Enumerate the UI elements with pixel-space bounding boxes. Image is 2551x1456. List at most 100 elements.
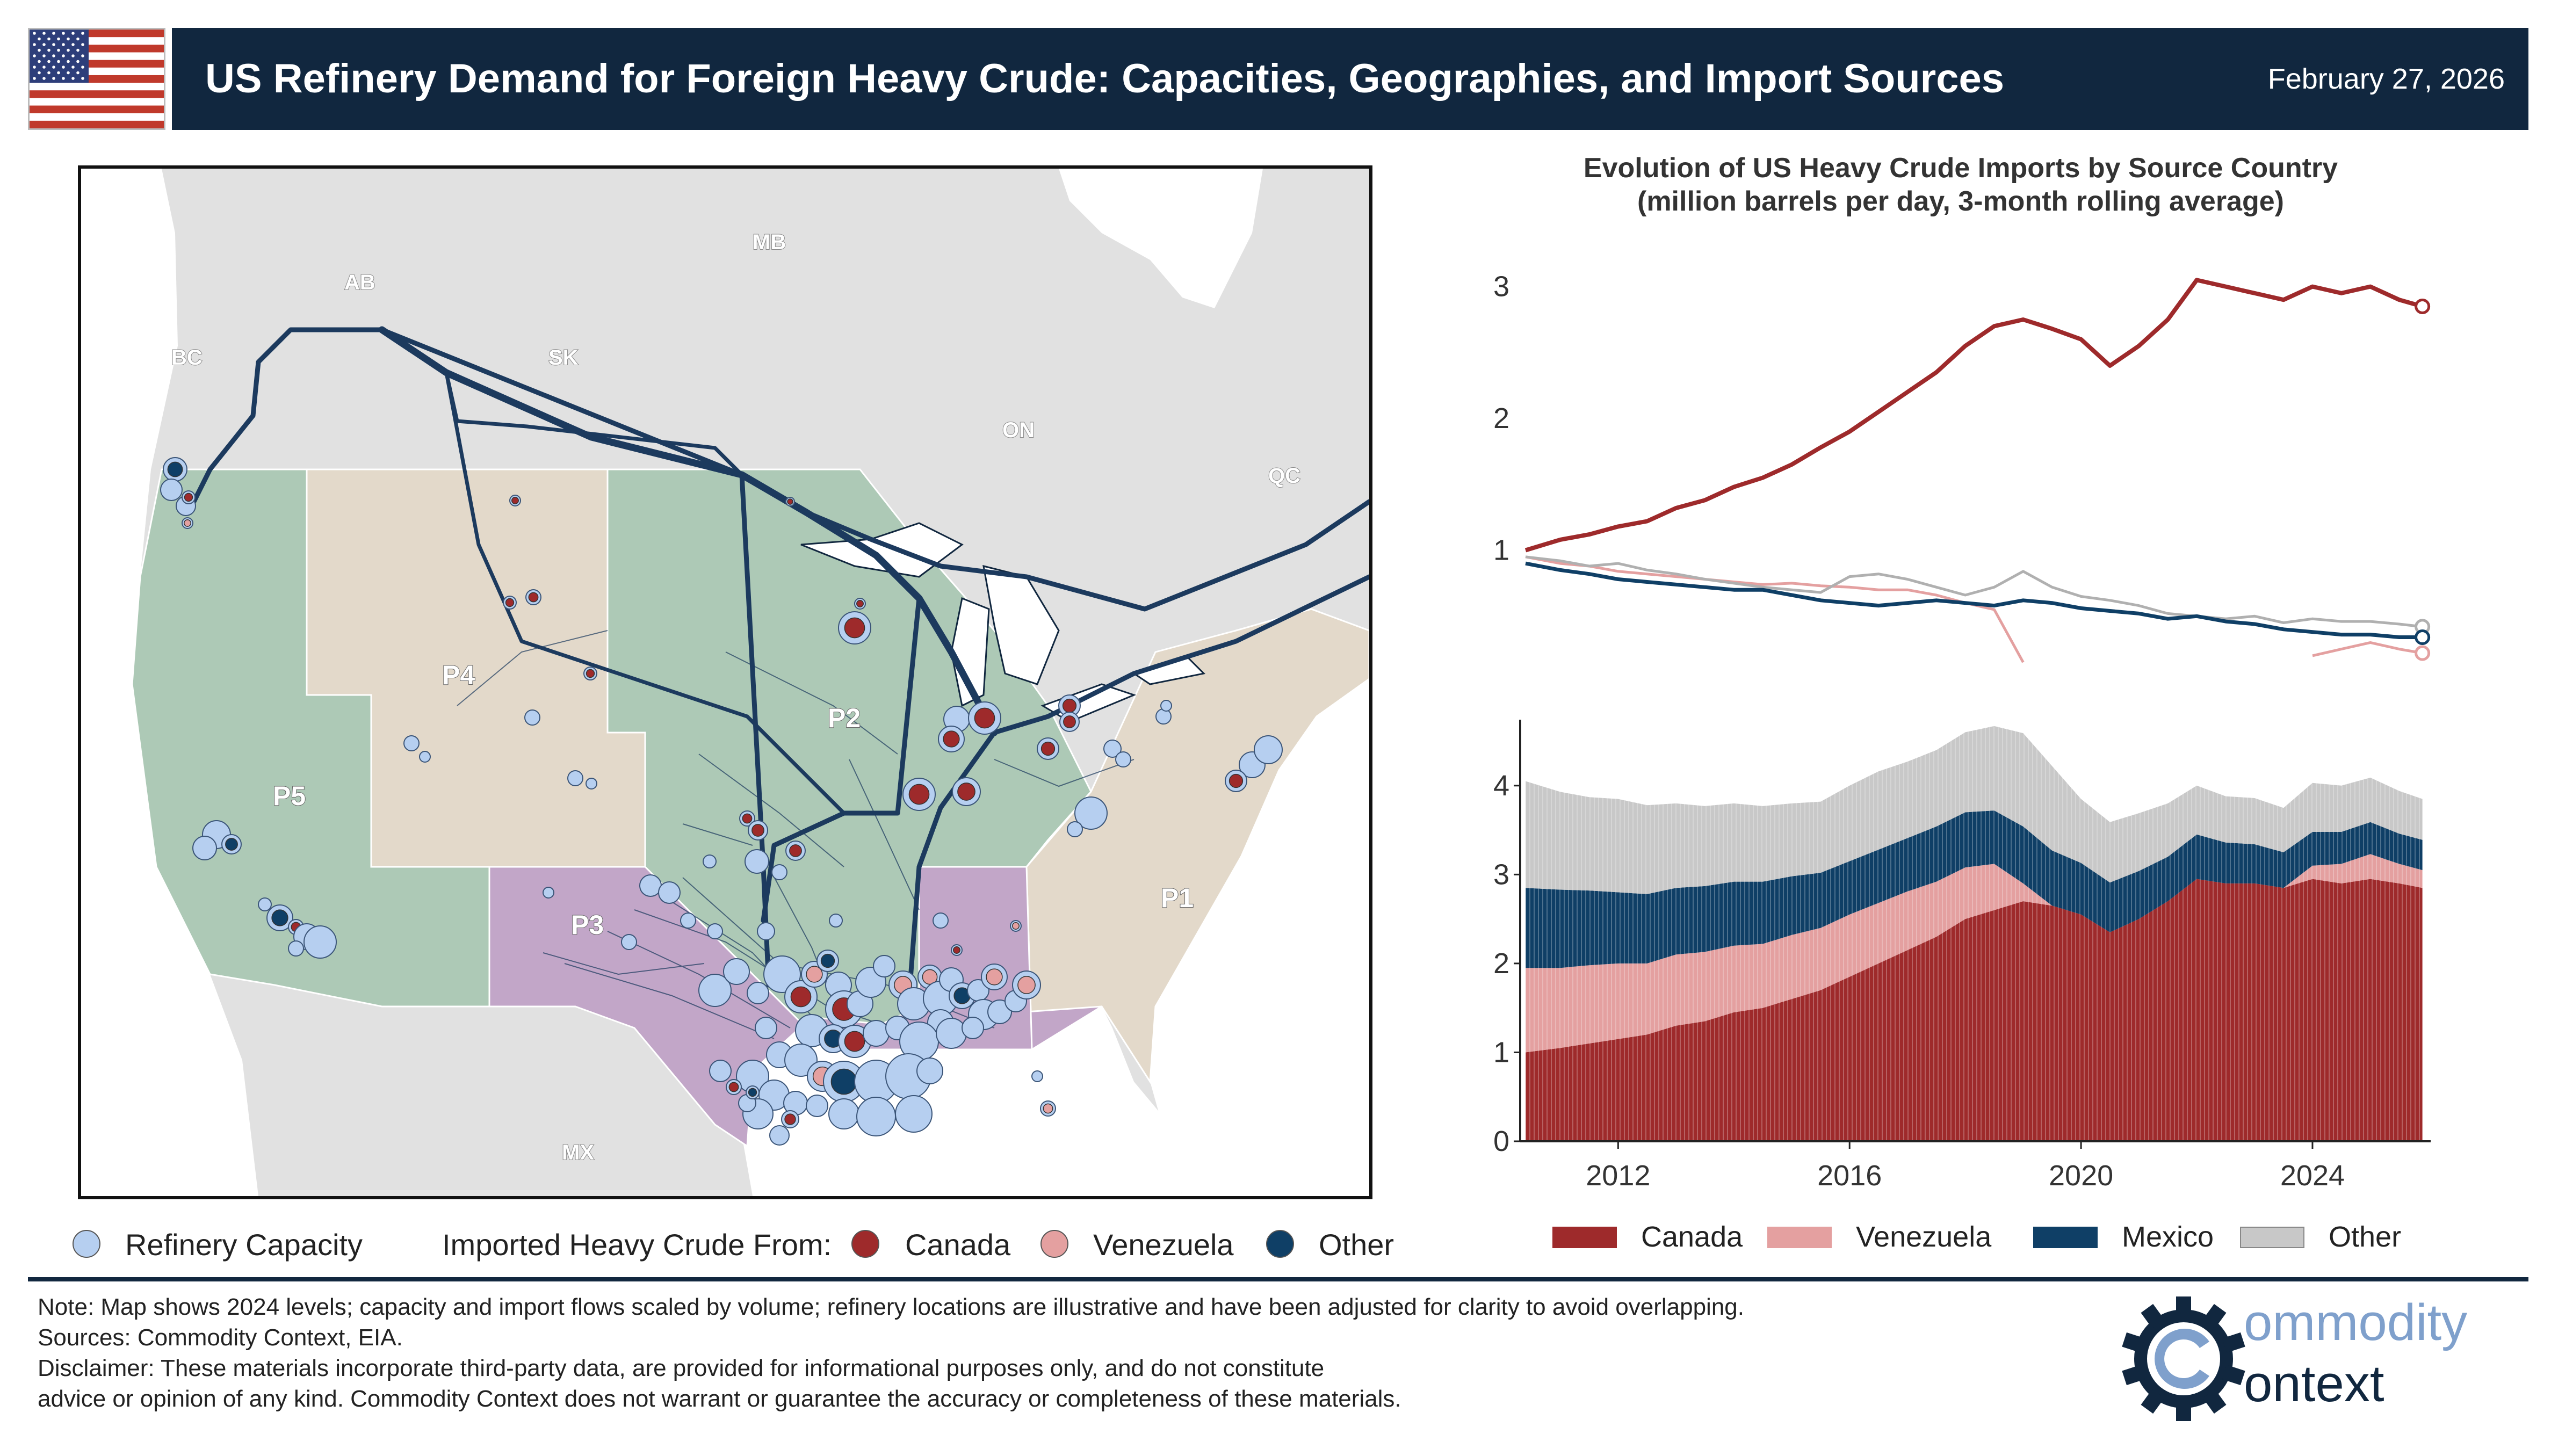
line-series-other xyxy=(1525,555,2423,628)
flag-star xyxy=(62,66,65,69)
refinery-capacity-bubble xyxy=(419,751,431,763)
flag-star xyxy=(81,77,84,80)
refinery-import-other xyxy=(830,1068,857,1095)
other-dot-icon xyxy=(1266,1230,1294,1258)
refinery-import-canada xyxy=(505,598,515,607)
other-swatch-icon xyxy=(2240,1227,2304,1248)
gear-tooth xyxy=(2176,1296,2191,1316)
refinery-import-canada xyxy=(1040,741,1056,756)
stacked-chart-legend: Canada Venezuela Mexico Other xyxy=(1531,1213,2444,1261)
refinery-import-canada xyxy=(184,492,193,502)
gear-tooth xyxy=(2176,1402,2191,1421)
venezuela-swatch-icon xyxy=(1767,1227,1832,1248)
flag-star xyxy=(57,37,60,41)
capacity-dot-icon xyxy=(73,1230,100,1258)
refinery-capacity-bubble xyxy=(680,912,696,929)
legend-venezuela-label: Venezuela xyxy=(1093,1228,1234,1262)
legend-other-label: Other xyxy=(1319,1228,1394,1262)
flag-star xyxy=(38,48,41,52)
line-y-tick-label: 2 xyxy=(1493,402,1509,434)
refinery-capacity-bubble xyxy=(1031,1070,1043,1082)
refinery-import-other xyxy=(225,838,238,851)
line-end-marker-canada xyxy=(2415,298,2431,314)
us-flag-graphic xyxy=(30,30,164,129)
refinery-import-venezuela xyxy=(922,969,938,985)
logo-line1: ommodity xyxy=(2244,1294,2468,1351)
page-title: US Refinery Demand for Foreign Heavy Cru… xyxy=(205,56,2005,102)
us-flag-icon xyxy=(28,28,165,130)
flag-star xyxy=(71,54,75,57)
flag-star xyxy=(67,71,70,75)
refinery-import-canada xyxy=(528,592,539,603)
refinery-capacity-bubble xyxy=(160,479,183,501)
province-label-bc: BC xyxy=(171,346,203,370)
refinery-import-canada xyxy=(1062,698,1077,713)
refinery-capacity-bubble xyxy=(1155,708,1172,725)
refinery-capacity-bubble xyxy=(303,925,337,959)
refinery-import-canada xyxy=(511,497,519,504)
refinery-capacity-bubble xyxy=(1103,740,1122,758)
flag-star xyxy=(81,66,84,69)
flag-star xyxy=(62,77,65,80)
refinery-capacity-bubble xyxy=(873,955,895,977)
flag-star xyxy=(42,43,46,46)
flag-star xyxy=(71,77,75,80)
refinery-import-canada xyxy=(742,813,753,824)
line-end-marker-mexico xyxy=(2415,629,2431,646)
refinery-import-other xyxy=(748,1088,757,1097)
pipeline-platte xyxy=(444,371,846,815)
footer-disclaimer-line2: advice or opinion of any kind. Commodity… xyxy=(38,1386,1401,1412)
pipeline-line5 xyxy=(804,499,1369,612)
stacked-area-chart: 0 1 2 3 4 2012 2016 2020 2024 xyxy=(1493,720,2431,1192)
area-x-tick-label: 2024 xyxy=(2280,1160,2345,1192)
flag-stripe xyxy=(30,83,164,91)
flag-star xyxy=(47,71,50,75)
gear-tooth xyxy=(2222,1332,2245,1353)
province-label-qc: QC xyxy=(1268,464,1300,488)
refinery-import-canada xyxy=(784,1113,796,1125)
refinery-import-canada xyxy=(728,1082,739,1092)
flag-stripe xyxy=(30,98,164,106)
refinery-import-venezuela xyxy=(1017,976,1036,994)
flag-star xyxy=(33,66,36,69)
report-date: February 27, 2026 xyxy=(2267,63,2505,95)
flag-star xyxy=(38,37,41,41)
footer-note: Note: Map shows 2024 levels; capacity an… xyxy=(38,1294,1745,1320)
legend-item-other-label: Other xyxy=(2329,1221,2402,1253)
refinery-import-canada xyxy=(586,669,595,678)
chart-title: Evolution of US Heavy Crude Imports by S… xyxy=(1583,153,2338,184)
province-label-mx: MX xyxy=(562,1141,594,1164)
province-label-mb: MB xyxy=(753,230,786,254)
footer-divider xyxy=(28,1277,2528,1281)
refinery-import-canada xyxy=(790,986,812,1008)
gear-tooth xyxy=(2222,1365,2245,1386)
refinery-capacity-bubble xyxy=(621,934,637,950)
refinery-import-canada xyxy=(751,824,764,837)
refinery-capacity-bubble xyxy=(698,974,732,1007)
padd-label-p1: P1 xyxy=(1161,883,1194,913)
refinery-capacity-bubble xyxy=(745,849,769,874)
line-y-tick-label: 3 xyxy=(1493,271,1509,303)
flag-stripe xyxy=(30,90,164,98)
gear-tooth xyxy=(2141,1389,2165,1414)
refinery-capacity-bubble xyxy=(987,999,1012,1024)
refinery-import-canada xyxy=(789,844,802,857)
mexico-swatch-icon xyxy=(2033,1227,2098,1248)
refinery-capacity-bubble xyxy=(658,881,681,904)
refinery-capacity-bubble xyxy=(543,887,554,899)
title-bar: US Refinery Demand for Foreign Heavy Cru… xyxy=(172,28,2528,130)
map-canvas: BC AB SK MB ON QC MX P1 P2 P3 P4 P5 xyxy=(81,169,1369,1196)
refinery-import-canada xyxy=(844,617,865,639)
flag-star xyxy=(76,60,80,63)
refinery-import-canada xyxy=(856,600,864,607)
legend-imported-from-label: Imported Heavy Crude From: xyxy=(442,1228,832,1262)
flag-star xyxy=(33,77,36,80)
area-y-tick-label: 2 xyxy=(1493,947,1509,980)
refinery-import-canada xyxy=(943,730,960,748)
flag-star xyxy=(42,66,46,69)
line-series-canada xyxy=(1524,278,2423,553)
flag-star xyxy=(67,37,70,41)
atlantic-ocean xyxy=(1150,679,1369,1196)
refinery-capacity-bubble xyxy=(895,1095,933,1133)
flag-star xyxy=(81,54,84,57)
